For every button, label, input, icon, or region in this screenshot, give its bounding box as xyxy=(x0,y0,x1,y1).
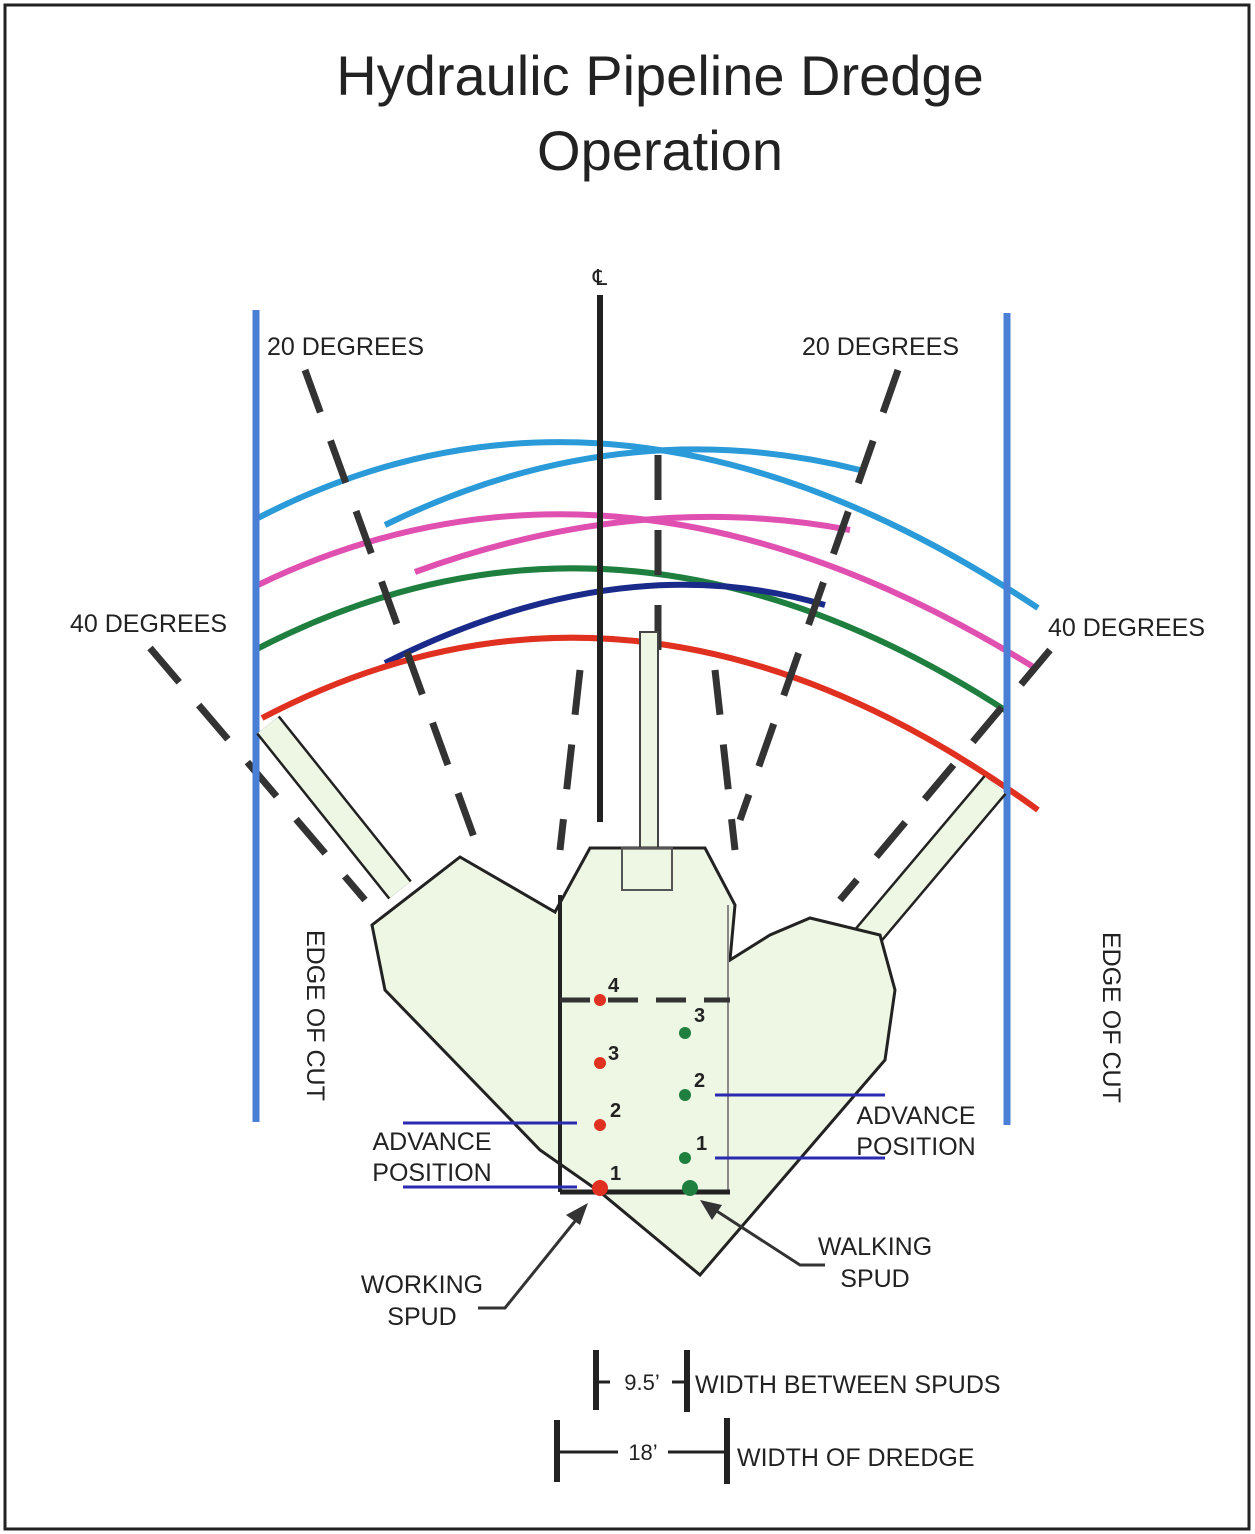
spud-label: SPUD xyxy=(840,1265,909,1293)
frame xyxy=(3,3,1251,1531)
edge-label: EDGE OF CUT xyxy=(1097,932,1125,1103)
spud-label: WORKING xyxy=(361,1271,483,1299)
spud-number: 1 xyxy=(610,1163,621,1185)
angle-label: 40 DEGREES xyxy=(70,610,227,638)
dimension-value: 9.5’ xyxy=(624,1370,659,1395)
angle-label: 20 DEGREES xyxy=(267,333,424,361)
arrows xyxy=(478,1200,825,1310)
spud-dots xyxy=(592,994,698,1196)
title-line: Operation xyxy=(537,119,783,182)
dimension-marks xyxy=(554,1350,730,1484)
advance-label: ADVANCE xyxy=(856,1102,975,1130)
edge-label: EDGE OF CUT xyxy=(301,930,329,1101)
spud-number: 4 xyxy=(608,975,620,997)
ladder-box xyxy=(621,847,673,891)
spud-label: WALKING xyxy=(818,1233,932,1261)
angle-label: 40 DEGREES xyxy=(1048,614,1205,642)
spud-number: 2 xyxy=(610,1100,621,1122)
spud-number: 2 xyxy=(694,1070,705,1092)
centerline-symbol: ℄ xyxy=(592,265,608,290)
advance-lines xyxy=(403,1093,885,1189)
dimension-value: 18’ xyxy=(628,1440,657,1465)
dredge-hull xyxy=(370,846,897,1278)
advance-label: POSITION xyxy=(856,1133,975,1161)
spud-number: 3 xyxy=(694,1005,705,1027)
advance-label: POSITION xyxy=(372,1159,491,1187)
spud-number: 3 xyxy=(608,1043,619,1065)
advance-label: ADVANCE xyxy=(372,1128,491,1156)
title-line: Hydraulic Pipeline Dredge xyxy=(336,44,983,107)
dimension-label: WIDTH OF DREDGE xyxy=(737,1444,975,1472)
angle-label: 20 DEGREES xyxy=(802,333,959,361)
spud-number: 1 xyxy=(696,1133,707,1155)
dimension-label: WIDTH BETWEEN SPUDS xyxy=(695,1371,1001,1399)
spud-label: SPUD xyxy=(387,1303,456,1331)
